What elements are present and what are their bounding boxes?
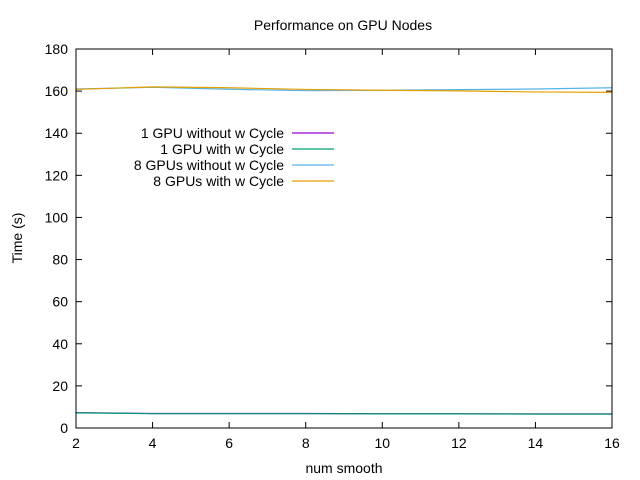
- x-tick-label: 6: [225, 435, 233, 451]
- series-lines: [75, 86, 613, 415]
- y-tick-label: 20: [52, 378, 68, 394]
- y-tick-label: 180: [45, 41, 69, 57]
- y-tick-label: 40: [52, 336, 68, 352]
- y-tick-label: 160: [45, 83, 69, 99]
- y-tick-label: 0: [60, 420, 68, 436]
- x-tick-label: 8: [302, 435, 310, 451]
- series-line-4: [75, 86, 613, 93]
- y-tick-label: 140: [45, 125, 69, 141]
- series-line-2: [75, 412, 612, 415]
- y-tick-label: 120: [45, 167, 69, 183]
- x-axis-title: num smooth: [305, 460, 382, 476]
- x-tick-label: 10: [374, 435, 390, 451]
- x-tick-label: 14: [528, 435, 544, 451]
- legend-label: 8 GPUs without w Cycle: [134, 157, 284, 173]
- y-axis-title: Time (s): [9, 213, 25, 264]
- x-tick-label: 4: [149, 435, 157, 451]
- legend-label: 1 GPU with w Cycle: [160, 141, 284, 157]
- plot-frame: [75, 48, 613, 429]
- y-tick-label: 80: [52, 252, 68, 268]
- x-tick-label: 2: [72, 435, 80, 451]
- y-tick-label: 100: [45, 209, 69, 225]
- x-tick-label: 12: [451, 435, 467, 451]
- x-tick-label: 16: [604, 435, 620, 451]
- legend-label: 8 GPUs with w Cycle: [153, 173, 284, 189]
- legend-label: 1 GPU without w Cycle: [141, 125, 284, 141]
- y-tick-label: 60: [52, 294, 68, 310]
- chart-title: Performance on GPU Nodes: [254, 17, 432, 33]
